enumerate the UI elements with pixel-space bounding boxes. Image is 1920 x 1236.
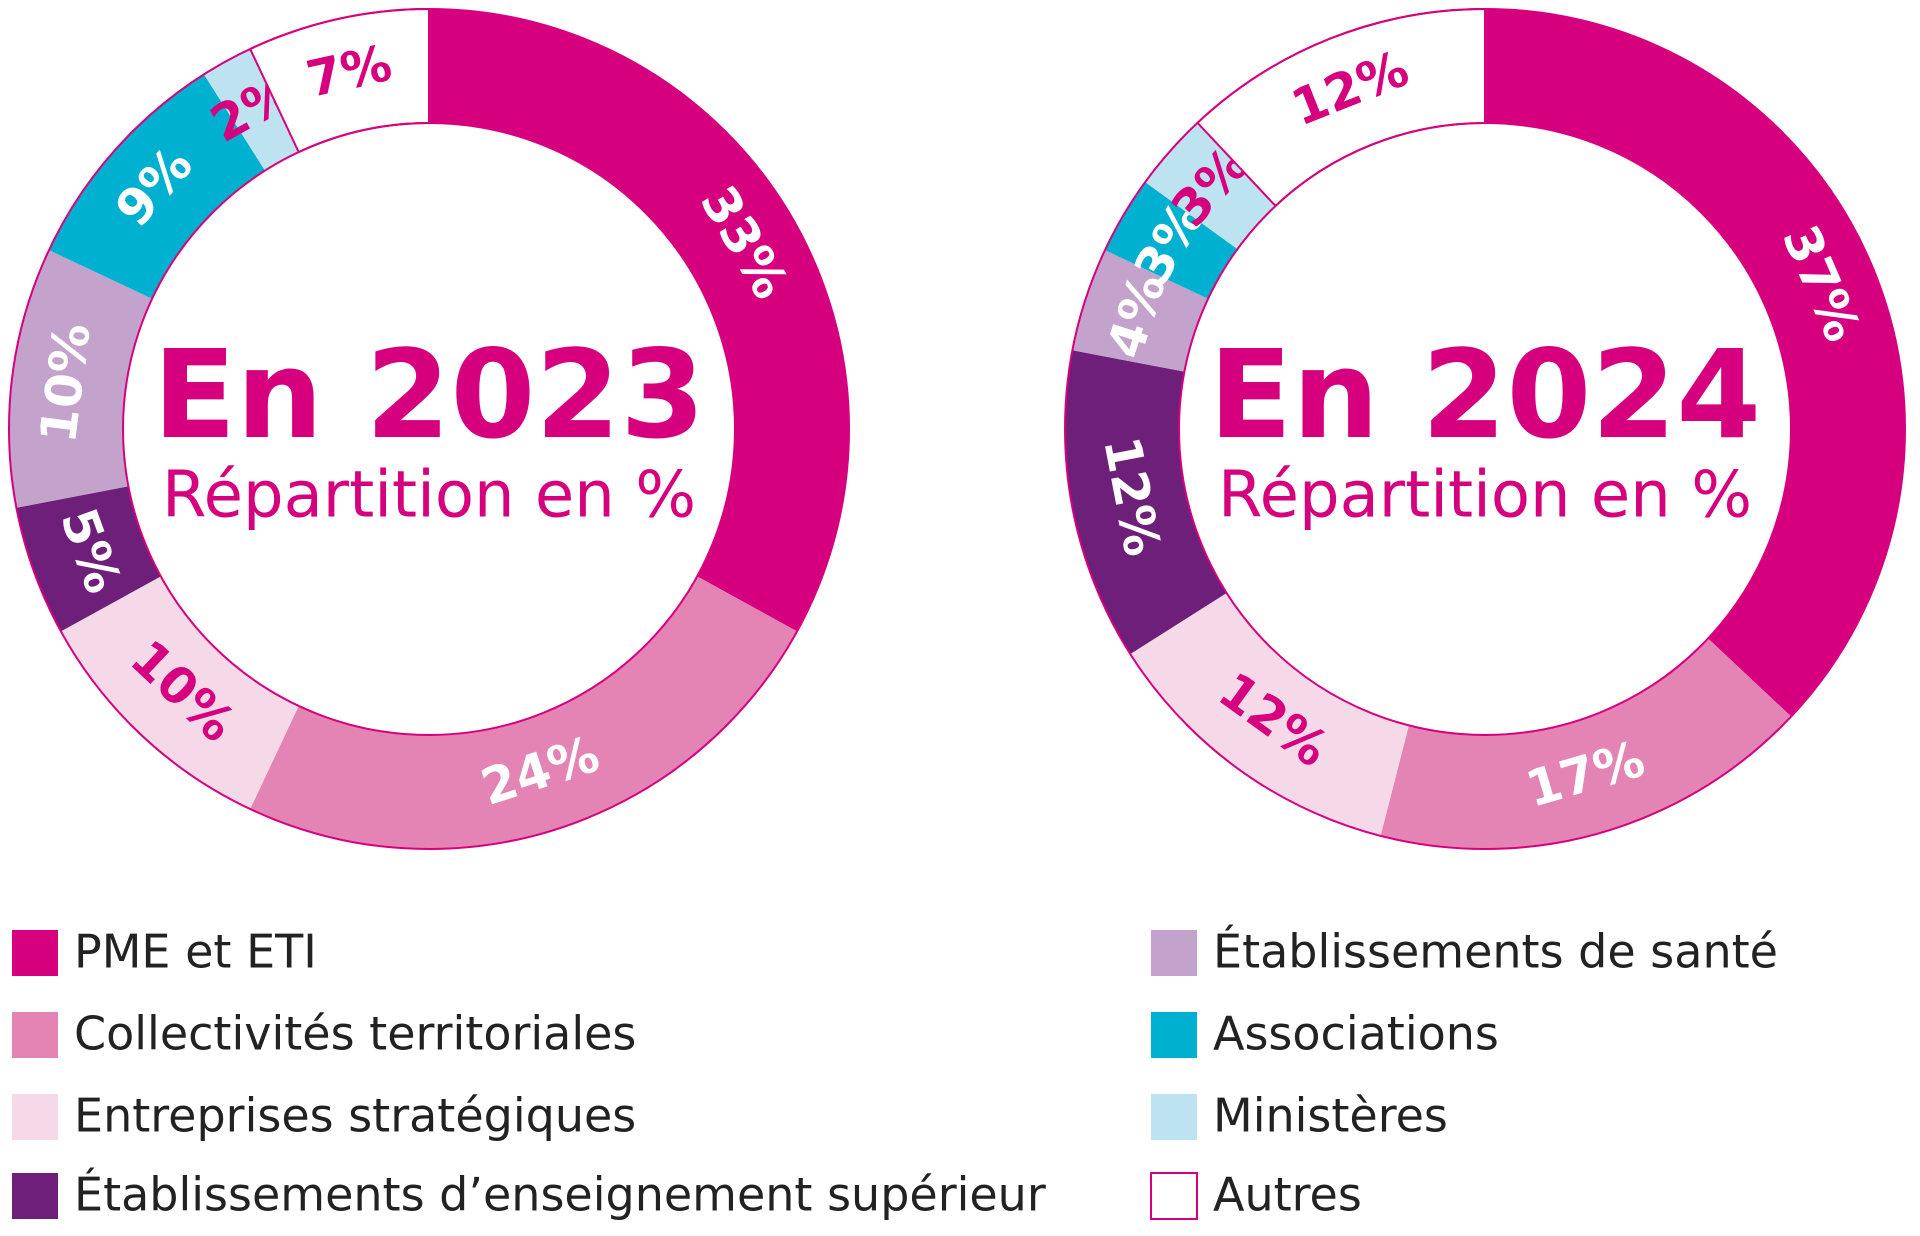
donut-segment xyxy=(1065,350,1227,655)
donut-segment xyxy=(48,74,266,299)
donut-segment xyxy=(429,9,849,632)
donut-segment xyxy=(1130,592,1409,836)
chart-title: En 2024 xyxy=(1209,324,1761,466)
donut-outline xyxy=(122,122,736,736)
donut-segment xyxy=(60,576,299,810)
donut-segment xyxy=(1485,9,1906,717)
legend-swatch xyxy=(12,1173,58,1219)
legend-swatch xyxy=(12,1012,58,1058)
legend-label: Autres xyxy=(1213,1168,1362,1222)
donut-segment xyxy=(203,48,299,171)
donut-outline xyxy=(8,8,850,850)
legend-swatch xyxy=(1151,1012,1197,1058)
donut-segment xyxy=(1145,122,1276,250)
donut-segment xyxy=(8,250,153,508)
donut-segment xyxy=(1072,250,1209,372)
donut-segment xyxy=(1104,182,1238,299)
legend-swatch xyxy=(12,1094,58,1140)
legend-label: Ministères xyxy=(1213,1089,1448,1143)
donut-outline xyxy=(1178,122,1792,736)
legend-swatch xyxy=(12,930,58,976)
chart-title: En 2023 xyxy=(153,324,705,466)
legend-label: PME et ETI xyxy=(74,925,317,979)
donut-segment xyxy=(250,576,798,850)
legend-label: Associations xyxy=(1213,1007,1499,1061)
donut-outline xyxy=(1064,8,1906,850)
donut-segment xyxy=(16,486,161,632)
legend-label: Établissements d’enseignement supérieur xyxy=(74,1168,1046,1222)
legend-label: Entreprises stratégiques xyxy=(74,1089,636,1143)
legend-swatch xyxy=(1151,930,1197,976)
chart-subtitle: Répartition en % xyxy=(1218,459,1752,533)
chart-subtitle: Répartition en % xyxy=(162,459,696,533)
legend-swatch xyxy=(1151,1094,1197,1140)
legend-label: Établissements de santé xyxy=(1213,925,1778,979)
legend-label: Collectivités territoriales xyxy=(74,1007,636,1061)
legend-swatch xyxy=(1150,1172,1198,1220)
